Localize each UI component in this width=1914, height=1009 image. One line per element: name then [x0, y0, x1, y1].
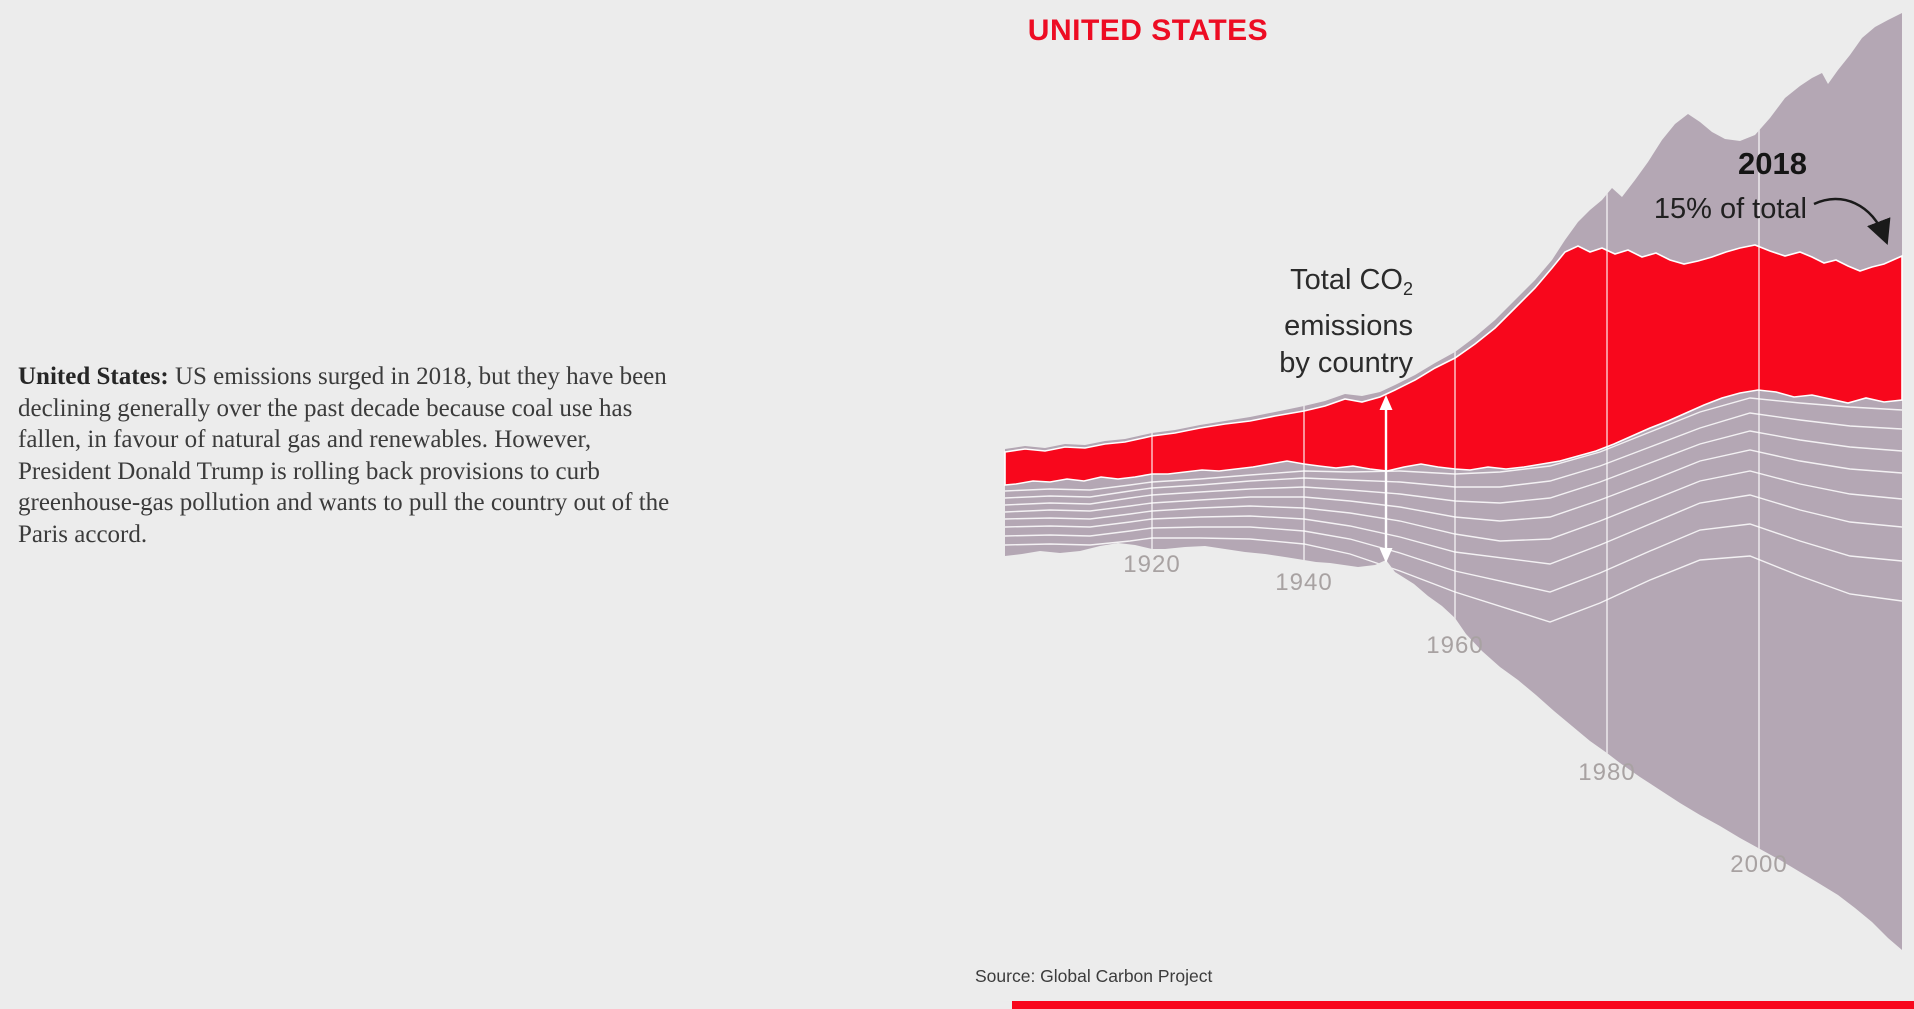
description-body: US emissions surged in 2018, but they ha… [18, 363, 670, 548]
axis-label-line2: emissions [1284, 310, 1413, 342]
annotation-share: 15% of total [1653, 193, 1807, 225]
x-tick-1920: 1920 [1123, 551, 1181, 578]
us-area [1004, 244, 1903, 486]
x-tick-1960: 1960 [1426, 632, 1484, 659]
bottom-accent-bar [1012, 1001, 1914, 1009]
annotation-arrow [1813, 197, 1891, 246]
total-height-arrow [1379, 395, 1393, 563]
co2-subscript: 2 [1402, 279, 1413, 299]
source-credit: Source: Global Carbon Project [975, 966, 1213, 986]
axis-label-line1: Total CO [1290, 264, 1403, 296]
x-tick-2000: 2000 [1730, 851, 1788, 878]
x-tick-1980: 1980 [1578, 759, 1636, 786]
axis-label-line3: by country [1279, 347, 1413, 379]
description-lead: United States: [18, 363, 169, 390]
other-countries-area [1005, 13, 1902, 950]
x-tick-1940: 1940 [1275, 569, 1333, 596]
chart-axis-label: Total CO2 emissions by country [1279, 262, 1413, 382]
country-boundary-lines [1005, 397, 1902, 623]
page-title: UNITED STATES [1027, 14, 1269, 47]
annotation-year: 2018 [1738, 146, 1807, 181]
description-paragraph: United States: US emissions surged in 20… [18, 361, 690, 550]
